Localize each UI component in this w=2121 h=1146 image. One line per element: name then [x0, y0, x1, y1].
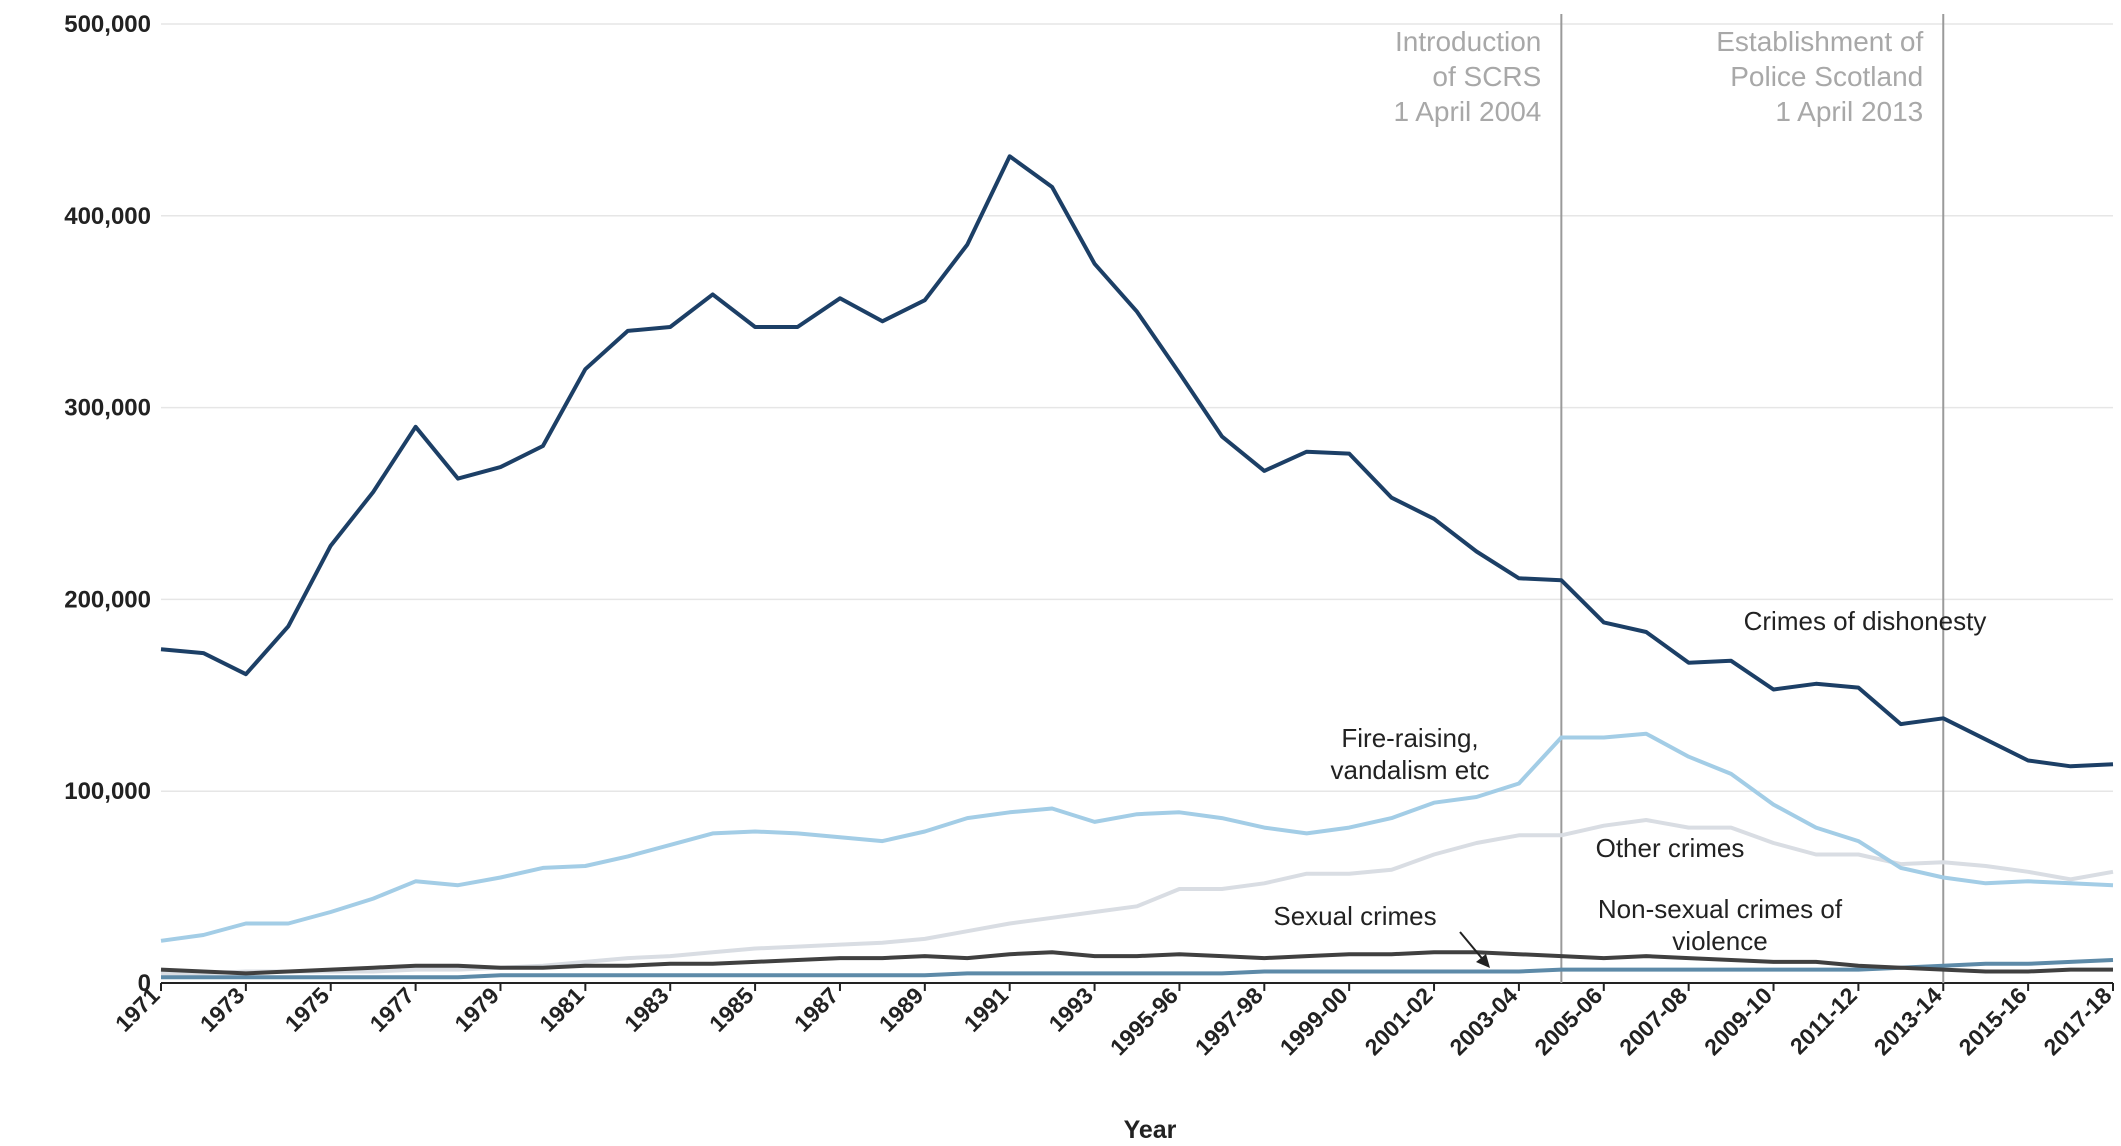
- series-label: Fire-raising, vandalism etc: [1330, 723, 1490, 785]
- x-tick-label: 2009-10: [1699, 982, 1777, 1060]
- x-tick-label: 1995-96: [1105, 982, 1183, 1060]
- series-line: [160, 154, 2114, 769]
- x-tick-label: 1999-00: [1275, 982, 1353, 1060]
- y-tick-label: 400,000: [64, 203, 151, 230]
- y-tick-label: 100,000: [64, 778, 151, 805]
- y-tick-label: 300,000: [64, 395, 151, 422]
- x-tick-label: 2007-08: [1614, 982, 1692, 1060]
- series-line: [160, 950, 2113, 976]
- x-tick-label: 2001-02: [1359, 982, 1437, 1060]
- y-tick-label: 200,000: [64, 586, 151, 613]
- x-tick-label: 1991: [959, 982, 1014, 1037]
- x-tick-label: 1971: [110, 982, 165, 1037]
- x-tick-label: 1981: [534, 982, 589, 1037]
- x-tick-label: 1977: [365, 982, 420, 1037]
- x-tick-label: 1973: [195, 982, 250, 1037]
- series-label: Non-sexual crimes of violence: [1597, 894, 1843, 956]
- x-tick-label: 1997-98: [1190, 982, 1268, 1060]
- annotation-line: 1 April 2013: [1775, 96, 1924, 127]
- annotation-line: Police Scotland: [1730, 61, 1924, 92]
- annotation: Establishment of Police Scotland 1 April 2…: [1583, 24, 1923, 129]
- x-tick-label: 1979: [449, 982, 504, 1037]
- annotation-line: 1 April 2004: [1393, 96, 1542, 127]
- x-tick-label: 2017-18: [2038, 982, 2116, 1060]
- x-tick-label: 1983: [619, 982, 674, 1037]
- x-tick-label: 2003-04: [1444, 982, 1522, 1060]
- annotation-line: Introduction: [1395, 26, 1542, 57]
- label-arrow: [1459, 931, 1486, 963]
- series-label: Other crimes: [1595, 833, 1745, 863]
- x-axis-title: Year: [1124, 1116, 1177, 1144]
- annotation-line: Establishment of: [1716, 26, 1924, 57]
- x-tick-label: 1975: [280, 982, 335, 1037]
- x-tick-label: 1989: [874, 982, 929, 1037]
- x-tick-label: 2011-12: [1785, 982, 1862, 1059]
- x-tick-label: 1993: [1044, 982, 1099, 1037]
- y-tick-label: 0: [138, 970, 151, 997]
- annotation: Introduction of SCRS 1 April 2004: [1201, 24, 1541, 129]
- x-tick-label: 2013-14: [1869, 982, 1947, 1060]
- x-tick-label: 1987: [789, 982, 844, 1037]
- series-label: Crimes of dishonesty: [1743, 606, 1987, 636]
- x-tick-label: 2015-16: [1954, 982, 2032, 1060]
- series-label: Sexual crimes: [1273, 901, 1437, 931]
- series-line: [161, 958, 2114, 980]
- x-tick-label: 1985: [704, 982, 759, 1037]
- y-tick-label: 500,000: [64, 11, 151, 38]
- annotation-line: of SCRS: [1432, 61, 1542, 92]
- label-arrowhead: [1476, 954, 1490, 968]
- x-tick-label: 2005-06: [1529, 982, 1607, 1060]
- series-line: [160, 731, 2114, 943]
